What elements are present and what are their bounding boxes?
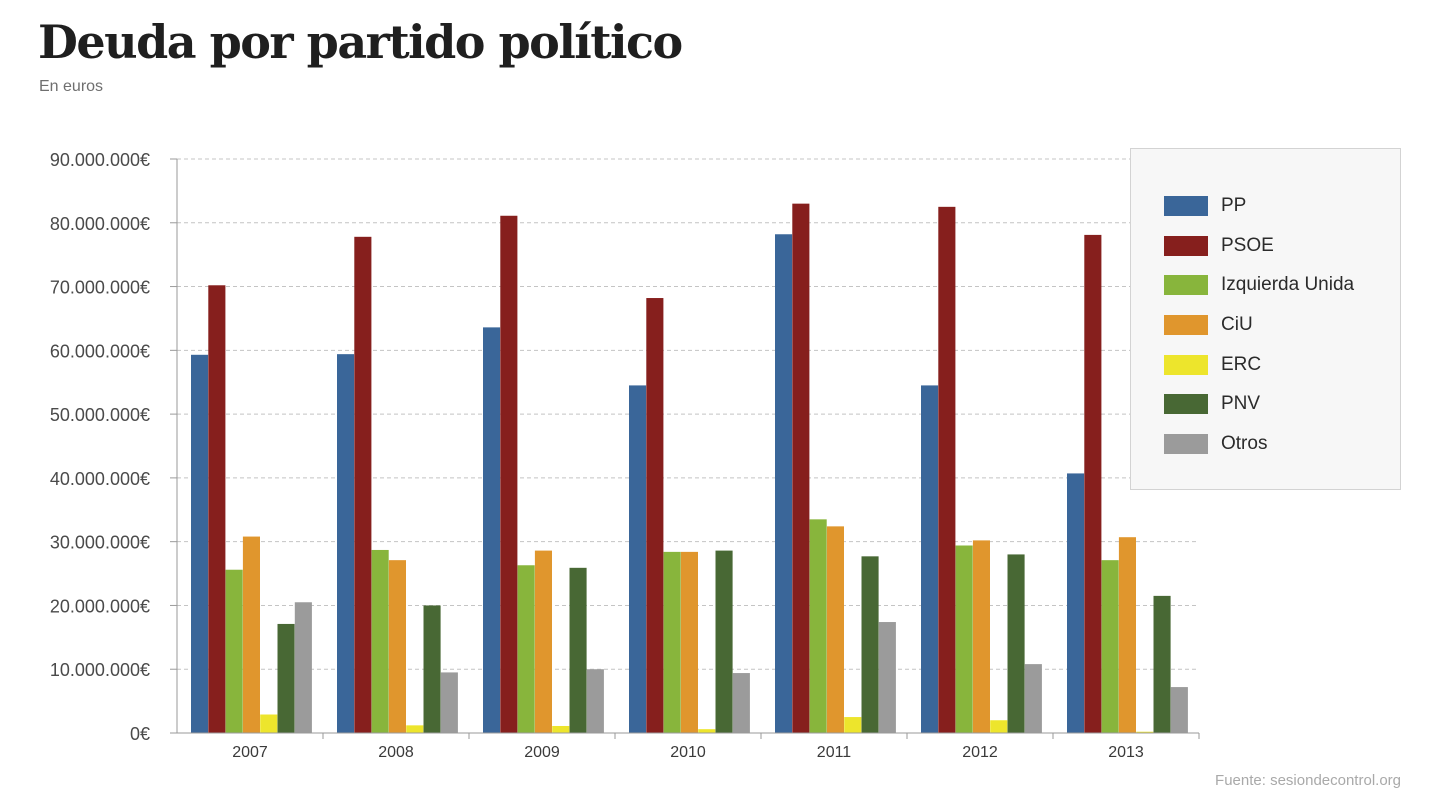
bar-pp-2009 xyxy=(483,327,501,733)
legend-item-psoe: PSOE xyxy=(1164,226,1400,266)
bar-otros-2010 xyxy=(732,673,750,733)
y-tick-label: 10.000.000€ xyxy=(50,660,150,680)
bar-izquierda-unida-2008 xyxy=(371,549,389,733)
y-tick-label: 90.000.000€ xyxy=(50,150,150,170)
legend-label: PSOE xyxy=(1221,234,1274,256)
x-tick-label: 2013 xyxy=(1108,744,1144,761)
chart-title: Deuda por partido político xyxy=(38,15,683,69)
y-tick-label: 40.000.000€ xyxy=(50,469,150,489)
legend-swatch xyxy=(1164,394,1208,415)
bar-pnv-2011 xyxy=(861,556,879,733)
bar-ciu-2013 xyxy=(1118,537,1136,733)
bar-pp-2010 xyxy=(629,385,647,733)
bar-otros-2009 xyxy=(586,669,604,733)
y-tick-label: 70.000.000€ xyxy=(50,278,150,298)
x-tick-label: 2007 xyxy=(232,744,268,761)
bar-izquierda-unida-2011 xyxy=(809,519,827,733)
bar-erc-2010 xyxy=(698,729,716,733)
bar-pnv-2007 xyxy=(277,623,295,733)
bar-erc-2012 xyxy=(990,720,1008,733)
legend-label: Otros xyxy=(1221,432,1268,454)
legend-item-erc: ERC xyxy=(1164,345,1400,385)
legend-swatch xyxy=(1164,354,1208,375)
bar-erc-2009 xyxy=(552,725,570,733)
bar-erc-2011 xyxy=(844,717,862,733)
bar-otros-2012 xyxy=(1024,664,1042,733)
chart-legend: PP PSOE Izquierda Unida CiU ERC PNV Otros xyxy=(1130,148,1401,490)
bar-izquierda-unida-2007 xyxy=(225,569,243,733)
bar-ciu-2011 xyxy=(826,526,844,733)
bar-pnv-2012 xyxy=(1007,554,1025,733)
y-tick-label: 30.000.000€ xyxy=(50,533,150,553)
x-tick-label: 2008 xyxy=(378,744,414,761)
bar-pp-2008 xyxy=(337,354,355,733)
y-tick-label: 0€ xyxy=(130,724,150,744)
bar-psoe-2010 xyxy=(646,298,664,733)
bar-psoe-2008 xyxy=(354,236,372,733)
legend-swatch xyxy=(1164,433,1208,454)
bar-izquierda-unida-2013 xyxy=(1101,560,1119,733)
x-tick-label: 2012 xyxy=(962,744,998,761)
bar-otros-2007 xyxy=(294,602,312,733)
legend-label: ERC xyxy=(1221,353,1262,375)
bar-pnv-2013 xyxy=(1153,595,1171,733)
legend-label: PNV xyxy=(1221,393,1261,415)
bar-pp-2007 xyxy=(191,354,209,733)
bar-psoe-2013 xyxy=(1084,234,1102,733)
bar-psoe-2009 xyxy=(500,215,518,734)
legend-item-otros: Otros xyxy=(1164,424,1400,464)
bar-pp-2013 xyxy=(1067,473,1085,733)
bar-psoe-2012 xyxy=(938,206,956,734)
legend-item-pnv: PNV xyxy=(1164,384,1400,424)
bar-pnv-2009 xyxy=(569,567,587,733)
y-tick-label: 20.000.000€ xyxy=(50,596,150,616)
chart-subtitle: En euros xyxy=(39,78,104,95)
y-tick-label: 60.000.000€ xyxy=(50,341,150,361)
legend-swatch xyxy=(1164,235,1208,256)
x-tick-label: 2009 xyxy=(524,744,560,761)
bar-ciu-2007 xyxy=(242,536,260,733)
legend-item-ciu: CiU xyxy=(1164,305,1400,345)
legend-swatch xyxy=(1164,314,1208,335)
bar-ciu-2009 xyxy=(534,550,552,733)
x-tick-label: 2010 xyxy=(670,744,706,761)
bar-izquierda-unida-2012 xyxy=(955,545,973,733)
bar-erc-2013 xyxy=(1136,731,1154,733)
bar-pnv-2010 xyxy=(715,550,733,733)
legend-label: Izquierda Unida xyxy=(1221,274,1355,296)
bar-pp-2012 xyxy=(921,385,939,733)
bar-erc-2007 xyxy=(260,714,278,733)
legend-item-pp: PP xyxy=(1164,186,1400,226)
bar-izquierda-unida-2009 xyxy=(517,565,535,733)
legend-label: CiU xyxy=(1221,313,1253,335)
legend-swatch xyxy=(1164,195,1208,216)
legend-swatch xyxy=(1164,275,1208,296)
bar-pnv-2008 xyxy=(423,605,441,733)
y-tick-label: 80.000.000€ xyxy=(50,214,150,234)
bar-izquierda-unida-2010 xyxy=(663,551,681,733)
bar-psoe-2007 xyxy=(208,285,226,733)
bar-otros-2013 xyxy=(1170,687,1188,733)
x-tick-label: 2011 xyxy=(817,744,852,761)
bar-otros-2008 xyxy=(440,672,458,733)
bar-otros-2011 xyxy=(878,622,896,733)
legend-item-izquierda-unida: Izquierda Unida xyxy=(1164,265,1400,305)
bar-psoe-2011 xyxy=(792,203,810,734)
source-note: Fuente: sesiondecontrol.org xyxy=(1215,772,1401,789)
bar-pp-2011 xyxy=(775,234,793,733)
legend-label: PP xyxy=(1221,194,1247,216)
bar-ciu-2010 xyxy=(680,551,698,733)
bar-ciu-2008 xyxy=(388,560,406,733)
bar-erc-2008 xyxy=(406,725,424,733)
bar-ciu-2012 xyxy=(972,540,990,733)
y-tick-label: 50.000.000€ xyxy=(50,405,150,425)
